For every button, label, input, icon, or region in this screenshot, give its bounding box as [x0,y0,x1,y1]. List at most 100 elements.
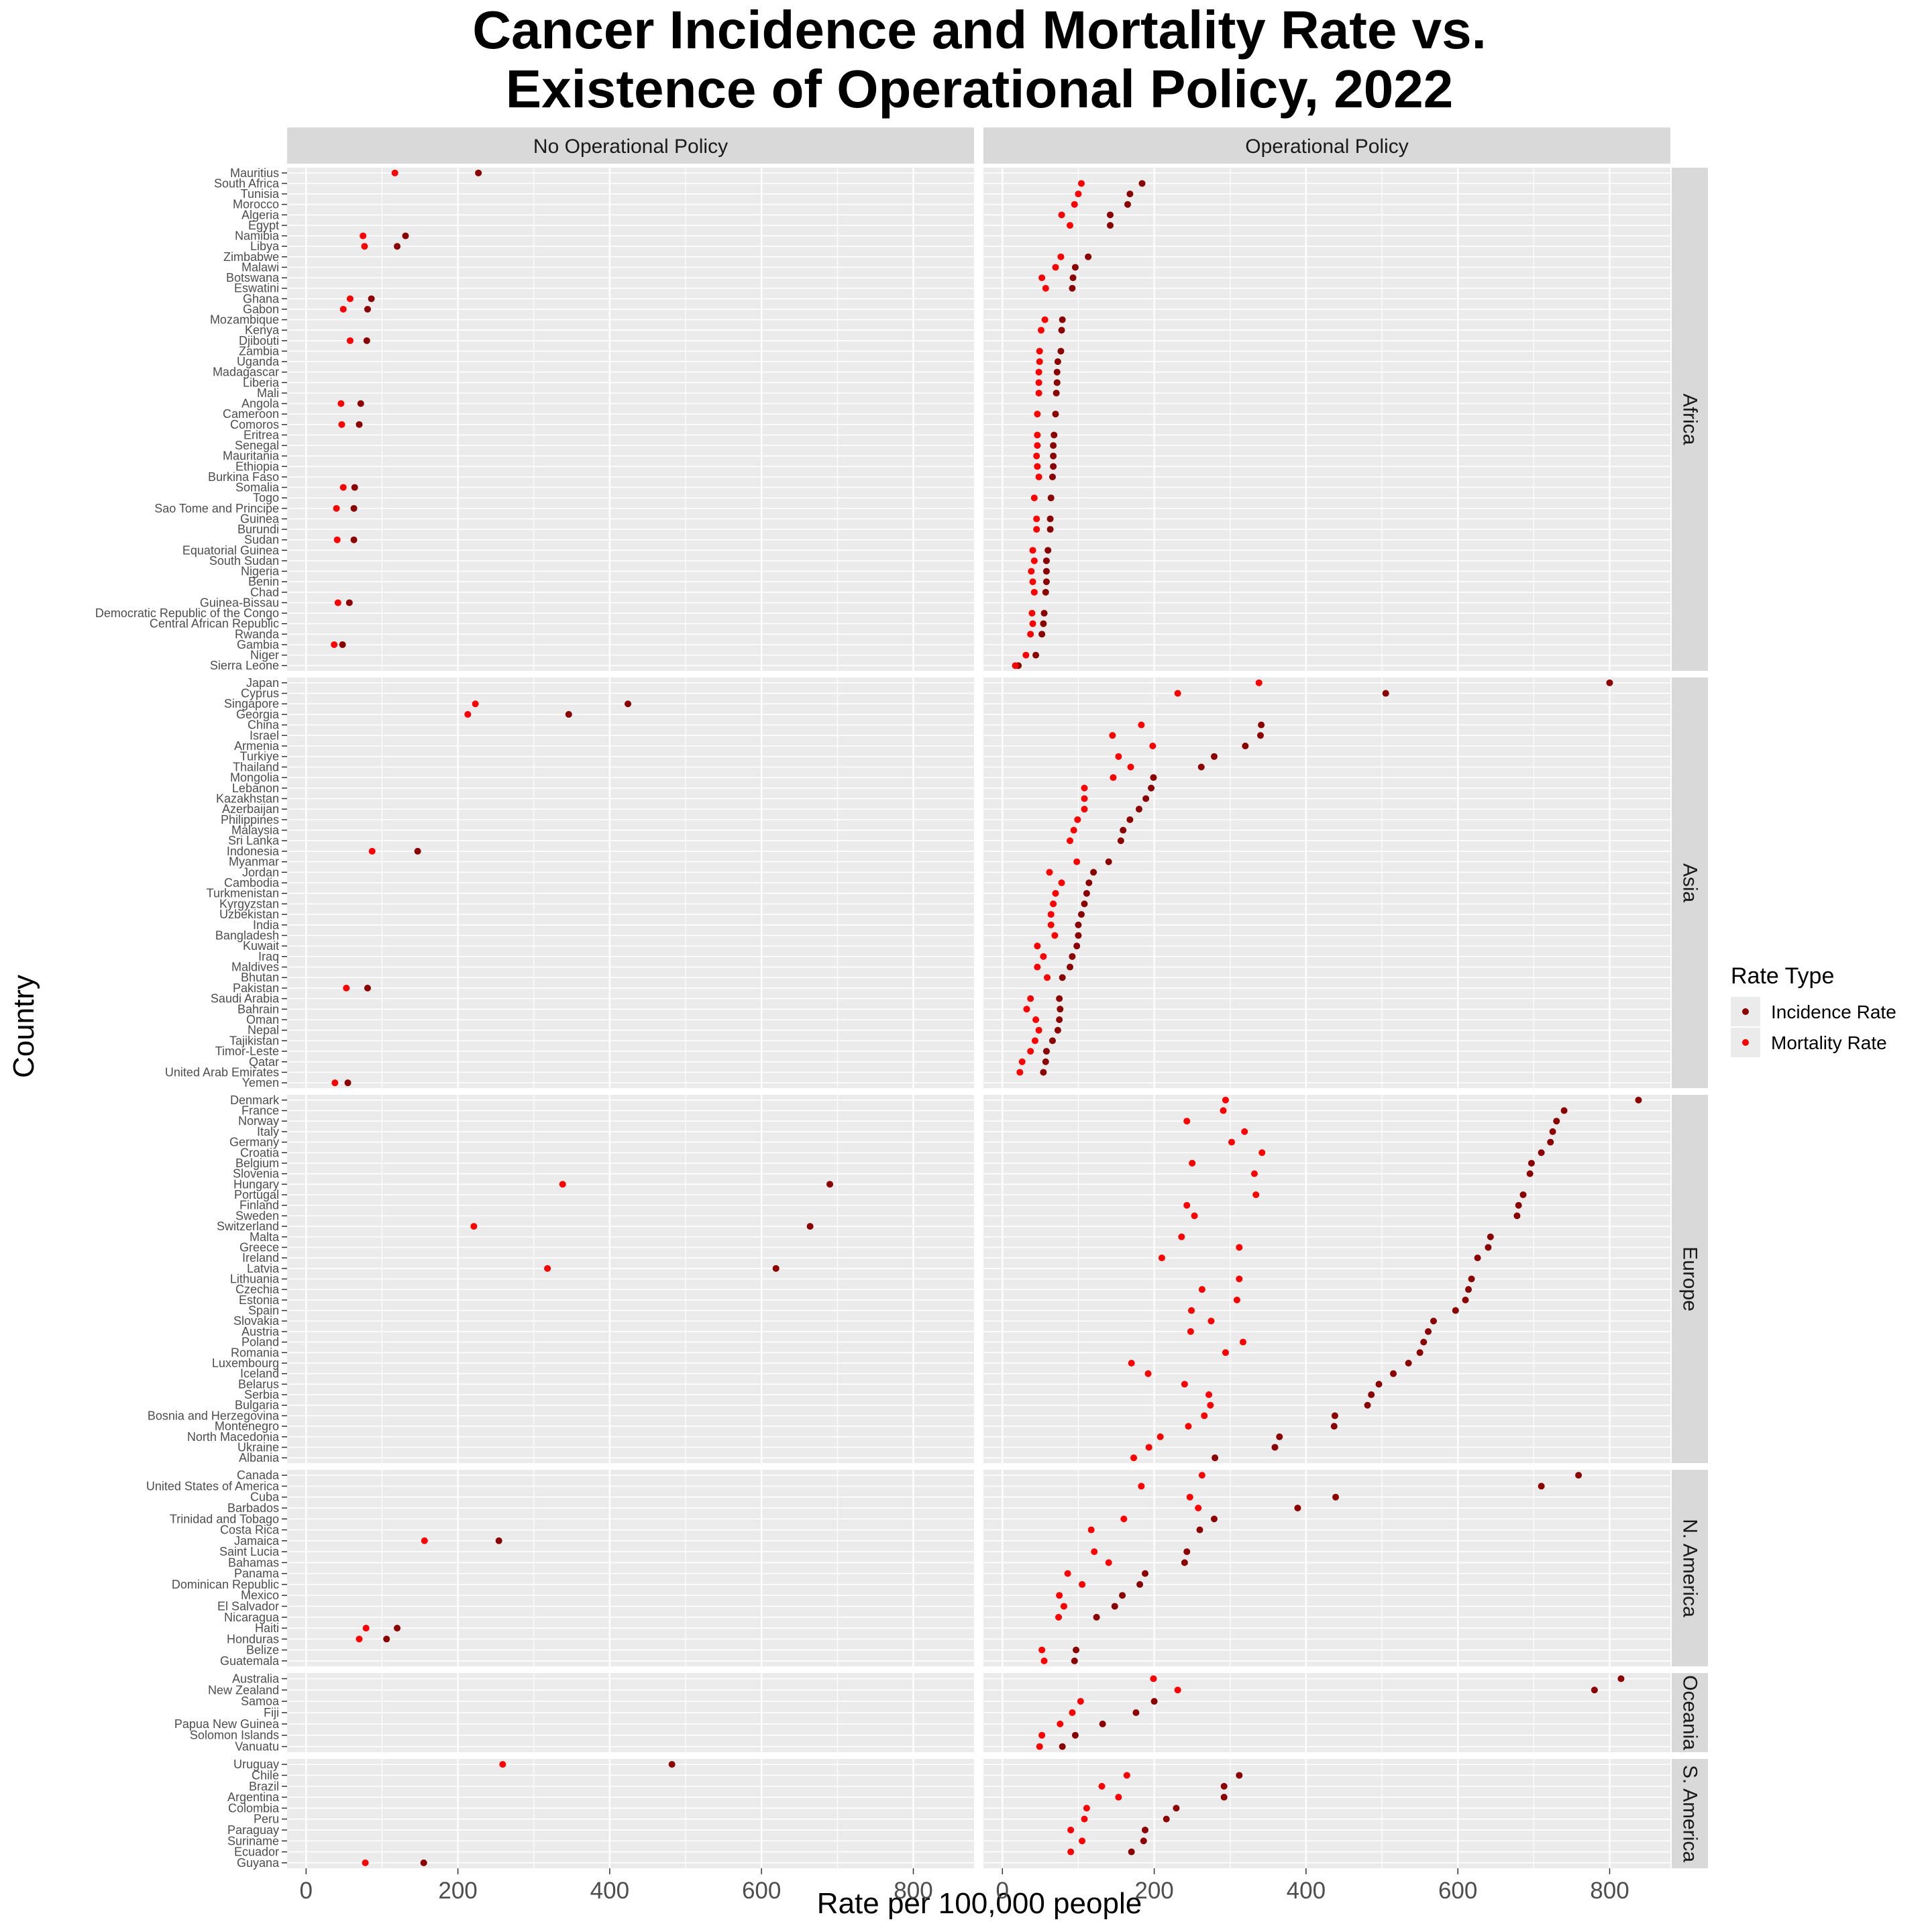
country-label: Liberia [243,376,280,389]
mortality-point-saint-lucia [1091,1548,1098,1556]
legend: Rate Type Incidence Rate Mortality Rate [1731,963,1896,1057]
x-tick-label: 200 [438,1878,477,1904]
mortality-point-honduras [356,1635,363,1643]
mortality-point-norway [1183,1118,1191,1125]
country-label: Cameroon [223,407,279,421]
country-label: Portugal [234,1188,279,1201]
mortality-point-burundi [1033,526,1040,533]
mortality-point-malta [1178,1233,1185,1240]
incidence-point-bangladesh [1075,932,1082,939]
incidence-point-estonia [1462,1296,1469,1303]
legend-label-mortality: Mortality Rate [1771,1032,1887,1053]
mortality-point-barbados [1195,1504,1202,1511]
incidence-point-jordan [1090,869,1097,876]
incidence-point-serbia [1368,1391,1375,1399]
incidence-point-india [1075,921,1082,928]
country-label: Mauritania [223,449,280,463]
incidence-point-iraq [1069,953,1076,960]
mortality-point-sao-tome-and-principe [333,504,340,512]
mortality-point-libya [361,243,368,250]
incidence-point-samoa [1150,1698,1158,1705]
country-label: Bosnia and Herzegovina [148,1409,280,1422]
mortality-point-japan [1255,679,1263,686]
mortality-point-egypt [1066,221,1073,229]
incidence-point-equatorial-guinea [1044,547,1052,554]
country-label: Samoa [241,1695,280,1708]
panel-s-america-0 [287,1759,974,1868]
mortality-point-estonia [1233,1296,1240,1303]
incidence-point-kuwait [1073,943,1081,950]
incidence-point-armenia [1242,743,1249,749]
panel-s-america-1 [983,1759,1670,1868]
incidence-point-eritrea [1051,431,1058,439]
mortality-point-sweden [1191,1212,1198,1220]
mortality-point-bangladesh [1051,932,1059,939]
incidence-point-romania [1416,1349,1424,1356]
x-tick-label: 600 [1438,1878,1477,1904]
mortality-point-philippines [1074,816,1081,823]
mortality-point-gabon [339,305,347,313]
country-label: Uzbekistan [219,908,279,921]
mortality-point-mexico [1056,1592,1063,1599]
mortality-point-malaysia [1070,826,1077,834]
country-label: Mongolia [230,771,280,784]
incidence-point-finland [1515,1201,1522,1209]
mortality-point-belarus [1181,1381,1188,1388]
x-tick-label: 0 [996,1878,1009,1904]
mortality-point-mozambique [1041,316,1049,323]
incidence-point-chad [1042,588,1049,596]
country-label: Germany [229,1136,279,1149]
incidence-point-egypt [1106,221,1114,229]
incidence-point-colombia [1173,1805,1180,1812]
incidence-point-south-sudan [1042,557,1050,564]
x-tick-label: 800 [1590,1878,1629,1904]
row-strip-s-america [1672,1759,1708,1868]
mortality-point-togo [1030,494,1038,502]
mortality-point-madagascar [1035,368,1042,376]
incidence-point-slovenia [1526,1170,1534,1177]
mortality-point-myanmar [1073,858,1081,865]
mortality-point-vanuatu [1036,1743,1043,1750]
mortality-point-bulgaria [1207,1401,1214,1409]
country-label: Vanuatu [235,1740,279,1754]
country-label: South Sudan [209,554,279,568]
mortality-point-qatar [1018,1058,1026,1065]
country-label: Guyana [237,1856,280,1870]
mortality-point-fiji [1069,1709,1076,1716]
country-label: Ethiopia [235,460,280,473]
country-label: Botswana [226,271,280,284]
mortality-point-benin [1029,578,1036,586]
mortality-point-zimbabwe [1057,253,1065,260]
incidence-point-north-macedonia [1276,1433,1283,1440]
mortality-point-slovakia [1208,1318,1215,1325]
incidence-point-portugal [1519,1191,1527,1199]
country-label: Namibia [235,229,280,243]
country-label: Malta [250,1230,280,1244]
country-label: Bangladesh [215,928,279,942]
country-label: El Salvador [217,1599,279,1613]
incidence-point-suriname [1140,1837,1147,1845]
incidence-point-libya [394,243,401,250]
facet-grid: No Operational Policy Operational Policy A… [95,127,1708,1904]
incidence-point-uruguay [668,1761,676,1768]
country-label: New Zealand [208,1683,279,1697]
incidence-point-senegal [1050,442,1057,449]
incidence-point-ukraine [1271,1444,1279,1451]
incidence-point-norway [1553,1118,1560,1125]
row-strip-label: Europe [1679,1246,1701,1311]
incidence-point-yemen [344,1079,352,1087]
incidence-point-croatia [1538,1149,1545,1157]
mortality-point-suriname [1079,1837,1086,1845]
incidence-point-somalia [351,484,358,491]
country-label: Chad [250,586,279,599]
incidence-point-costa-rica [1196,1526,1203,1534]
country-label: Malaysia [231,824,280,837]
mortality-point-italy [1241,1128,1248,1135]
incidence-point-japan [1606,679,1613,686]
incidence-point-democratic-republic-of-the-congo [1040,610,1048,617]
incidence-point-lebanon [1148,784,1155,792]
country-label: Angola [241,397,280,411]
incidence-point-papua-new-guinea [1099,1720,1106,1727]
country-label: Sierra Leone [210,659,279,672]
